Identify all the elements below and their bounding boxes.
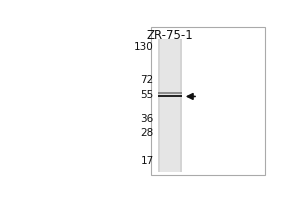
Text: 55: 55 bbox=[140, 90, 154, 100]
Text: 17: 17 bbox=[140, 156, 154, 166]
Bar bbox=[158, 92, 182, 94]
Bar bbox=[160, 39, 181, 172]
Text: ZR-75-1: ZR-75-1 bbox=[147, 29, 194, 42]
Text: 130: 130 bbox=[134, 42, 154, 52]
Text: 28: 28 bbox=[140, 128, 154, 138]
Bar bbox=[158, 95, 182, 97]
Bar bbox=[158, 39, 182, 172]
Text: 36: 36 bbox=[140, 114, 154, 124]
Bar bbox=[152, 27, 266, 175]
Text: 72: 72 bbox=[140, 75, 154, 85]
